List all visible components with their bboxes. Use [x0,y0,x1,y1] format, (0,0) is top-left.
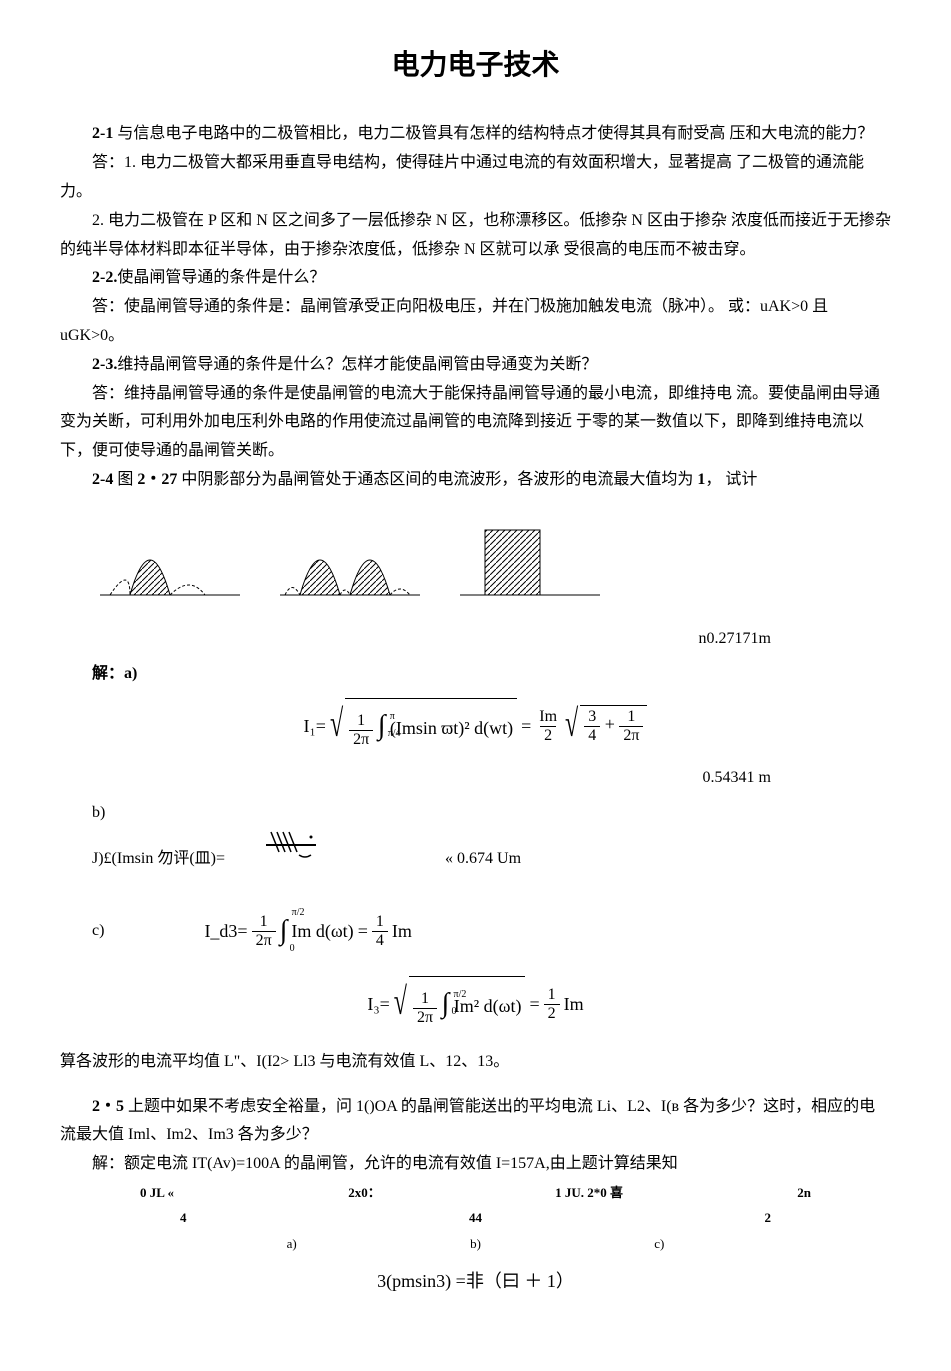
c1-eq: = [358,915,368,947]
label-a: 解：a) [92,665,137,682]
q21: 2-1 与信息电子电路中的二极管相比，电力二极管具有怎样的结构特点才使得其具有耐… [60,120,891,149]
q24-text-c: ， 试计 [705,471,757,488]
solution-b-label: b) [60,799,891,828]
fb-approx: « 0.674 Um [445,850,521,867]
q24-label: 2-4 [92,471,113,488]
f1d: 2π [349,730,373,749]
c2-eq: = [529,988,539,1020]
q23-text: 维持晶闸管导通的条件是什么？怎样才能使晶闸管由导通变为关断？ [117,356,597,373]
c2-lhs: I₃= [367,988,389,1020]
q24-text-b: 中阴影部分为晶闸管处于通态区间的电流波形，各波形的电流最大值均为 [177,471,697,488]
q21-label: 2-1 [92,125,113,142]
q22-text: 使晶闸管导通的条件是什么？ [117,269,325,286]
r2c: 2 [765,1206,772,1229]
q24-fig: 2・27 [137,471,177,488]
f1-body: (Imsin ϖt)² d(wt) [390,718,513,738]
r3b: b) [470,1232,481,1255]
waveform-b [280,515,420,605]
c1-tail: Im [392,915,412,947]
c1rd: 4 [372,931,388,950]
r1c: 1 JU. 2*0 喜 [555,1181,623,1204]
last-formula: 3(pmsin3) =非（曰 ＋ 1） [60,1265,891,1297]
r3a: a) [287,1232,297,1255]
bottom-row-1: 0 JL « 2x0： 1 JU. 2*0 喜 2n [60,1181,891,1204]
r2b: 44 [469,1206,482,1229]
sqrt-icon-c2: √ [394,969,407,1038]
f1-lower: π/4 [388,725,401,743]
f2n: Im [535,708,561,726]
q24-text-a: 图 [113,471,137,488]
formula-id3: I_d3= 12π ∫π/20 Im d(ωt) = 14 Im [204,906,411,956]
f1-upper: π [390,708,395,726]
page-title: 电力电子技术 [60,40,891,90]
note-a: n0.27171m [60,625,891,654]
formula-i3: I₃= √ 12π ∫π/20 Im² d(ωt) = 12 Im [60,976,891,1031]
c2u: π/2 [454,986,467,1004]
sol25: 解：额定电流 IT(Av)=100A 的晶闸管，允许的电流有效值 I=157A,… [60,1150,891,1179]
sqrt-icon: √ [330,691,343,760]
q22: 2-2.使晶闸管导通的条件是什么？ [60,264,891,293]
r1d: 2n [797,1181,811,1204]
c2-tail: Im [564,988,584,1020]
c2rn: 1 [544,986,560,1004]
solution-a-label: 解：a) [60,660,891,689]
tail-para: 算各波形的电流平均值 L"、I(I2> Ll3 与电流有效值 L、12、13。 [60,1048,891,1077]
q21-ans1: 答：1. 电力二极管大都采用垂直导电结构，使得硅片中通过电流的有效面积增大，显著… [60,149,891,207]
waveform-a [100,515,240,605]
q21-ans2: 2. 电力二极管在 P 区和 N 区之间多了一层低掺杂 N 区，也称漂移区。低掺… [60,207,891,265]
solution-c-label: c) [92,917,104,946]
q25-label: 2・5 [92,1098,124,1115]
sqrt-icon-2: √ [565,691,578,760]
formula-i1: I₁= √ 12π ∫ππ/4 (Imsin ϖt)² d(wt) = Im2 … [60,698,891,753]
r1b: 2x0： [348,1181,381,1204]
q24: 2-4 图 2・27 中阴影部分为晶闸管处于通态区间的电流波形，各波形的电流最大… [60,466,891,495]
f2d: 2 [540,726,556,745]
c1rn: 1 [372,913,388,931]
waveform-c [460,515,600,605]
c1d: 2π [252,931,276,950]
f3n: 3 [584,708,600,726]
bottom-row-2: 4 44 2 [60,1206,891,1229]
f1-lhs: I₁= [304,710,326,742]
q23: 2-3.维持晶闸管导通的条件是什么？怎样才能使晶闸管由导通变为关断？ [60,351,891,380]
c1-lhs: I_d3= [204,915,247,947]
q23-label: 2-3. [92,356,117,373]
r1a: 0 JL « [140,1181,174,1204]
q25-text: 上题中如果不考虑安全裕量，问 1()OA 的晶闸管能送出的平均电流 Li、L2、… [60,1098,875,1144]
f4n: 1 [623,708,639,726]
integral-icon: ∫ππ/4 [378,710,386,741]
integral-icon-c2: ∫π/20 [442,988,450,1019]
q22-ans: 答：使晶闸管导通的条件是：晶闸管承受正向阳极电压，并在门极施加触发电流（脉冲）。… [60,293,891,351]
c2d: 2π [413,1008,437,1027]
c1n: 1 [256,913,272,931]
struck-fraction-icon [229,827,321,876]
q23-ans: 答：维持晶闸管导通的条件是使晶闸管的电流大于能保持晶闸管导通的最小电流，即维持电… [60,380,891,466]
f4d: 2π [619,726,643,745]
q25: 2・5 上题中如果不考虑安全裕量，问 1()OA 的晶闸管能送出的平均电流 Li… [60,1093,891,1151]
r2a: 4 [180,1206,187,1229]
c2l: 0 [452,1003,457,1021]
q21-text: 与信息电子电路中的二极管相比，电力二极管具有怎样的结构特点才使得其具有耐受高 压… [113,125,873,142]
r3c: c) [654,1232,664,1255]
note-b: 0.54341 m [60,764,891,793]
f1n: 1 [353,712,369,730]
f1-eq: = [521,710,531,742]
f3d: 4 [584,726,600,745]
fb-lhs: J)£(Imsin 勿评(皿)= [92,850,225,867]
f-plus: + [605,715,620,735]
c2rd: 2 [544,1004,560,1023]
bottom-row-3: a) b) c) [60,1232,891,1255]
c1u: π/2 [292,904,305,922]
q22-label: 2-2. [92,269,117,286]
c2n: 1 [417,990,433,1008]
integral-icon-c1: ∫π/20 [280,906,288,956]
waveform-figure [100,515,851,605]
c1l: 0 [290,940,295,958]
formula-b-line: J)£(Imsin 勿评(皿)= « 0.674 Um [60,827,891,876]
